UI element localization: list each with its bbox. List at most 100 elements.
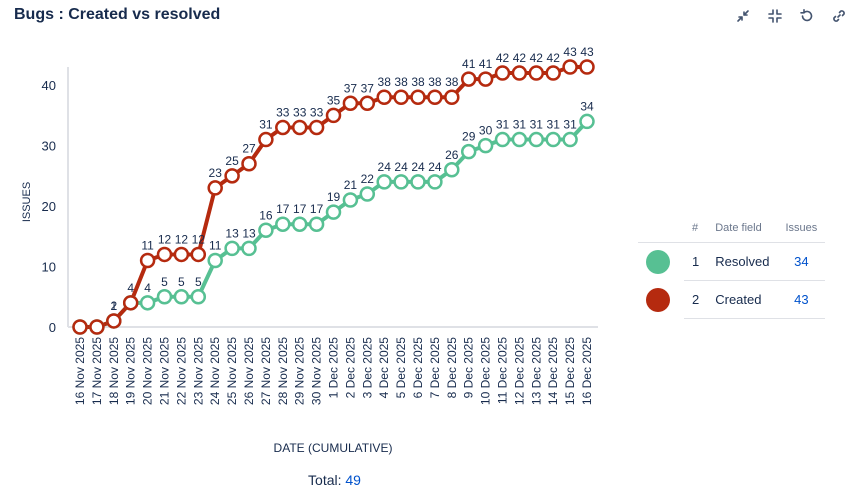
link-button[interactable] (829, 6, 849, 26)
data-label-resolved: 29 (462, 130, 476, 144)
data-point-resolved[interactable] (173, 289, 190, 305)
data-point-created[interactable] (190, 246, 207, 263)
data-point-created[interactable] (156, 246, 173, 263)
data-point-resolved[interactable] (224, 240, 240, 257)
x-tick-label: 3 Dec 2025 (360, 337, 374, 399)
data-point-created[interactable] (291, 119, 308, 136)
data-point-created[interactable] (224, 168, 240, 184)
x-tick-label: 9 Dec 2025 (462, 337, 476, 399)
data-label-created: 38 (394, 75, 408, 89)
data-point-created[interactable] (258, 131, 274, 148)
data-label-created: 12 (192, 232, 206, 246)
y-tick-label: 20 (42, 199, 56, 214)
data-point-created[interactable] (72, 319, 88, 335)
data-point-created[interactable] (477, 71, 494, 87)
data-point-resolved[interactable] (562, 131, 578, 148)
data-point-resolved[interactable] (528, 131, 545, 148)
legend-issues-link[interactable]: 43 (794, 292, 809, 307)
data-point-created[interactable] (562, 59, 578, 75)
data-label-resolved: 31 (530, 118, 544, 132)
data-point-resolved[interactable] (427, 174, 443, 190)
data-point-resolved[interactable] (258, 222, 274, 239)
data-point-created[interactable] (410, 89, 426, 105)
data-point-created[interactable] (460, 71, 477, 87)
series-line-resolved (80, 120, 589, 329)
data-point-created[interactable] (89, 319, 105, 335)
data-point-created[interactable] (173, 246, 190, 263)
data-point-created[interactable] (308, 119, 325, 136)
data-point-created[interactable] (207, 180, 223, 196)
data-label-resolved: 26 (445, 148, 459, 162)
data-point-created[interactable] (528, 65, 545, 81)
data-point-resolved[interactable] (308, 216, 325, 232)
data-label-created: 41 (462, 57, 476, 71)
x-tick-label: 30 Nov 2025 (310, 337, 324, 405)
data-point-resolved[interactable] (410, 174, 426, 190)
x-tick-label: 25 Nov 2025 (225, 337, 239, 405)
data-point-resolved[interactable] (444, 162, 460, 178)
x-tick-label: 26 Nov 2025 (242, 337, 256, 405)
legend-header-issues: Issues (777, 214, 826, 243)
data-point-resolved[interactable] (139, 295, 156, 311)
data-point-created[interactable] (359, 95, 376, 112)
data-point-resolved[interactable] (511, 131, 528, 148)
data-point-resolved[interactable] (579, 113, 595, 130)
data-point-resolved[interactable] (460, 143, 477, 160)
data-point-created[interactable] (494, 65, 511, 81)
x-tick-label: 20 Nov 2025 (141, 337, 155, 405)
data-point-created[interactable] (342, 95, 359, 112)
data-point-created[interactable] (545, 65, 561, 81)
data-label-resolved: 34 (580, 99, 594, 113)
page-title: Bugs : Created vs resolved (14, 6, 221, 23)
data-point-resolved[interactable] (393, 174, 409, 190)
data-point-resolved[interactable] (477, 137, 494, 154)
data-label-resolved: 31 (496, 118, 510, 132)
data-label-created: 37 (361, 81, 375, 95)
legend-row-resolved: 1 Resolved 34 (638, 242, 826, 281)
data-point-resolved[interactable] (275, 216, 291, 232)
x-tick-label: 16 Dec 2025 (580, 337, 594, 405)
x-tick-label: 5 Dec 2025 (394, 337, 408, 399)
data-point-resolved[interactable] (494, 131, 511, 148)
data-label-created: 38 (411, 75, 425, 89)
data-point-resolved[interactable] (325, 204, 342, 220)
data-point-resolved[interactable] (291, 216, 308, 232)
data-point-resolved[interactable] (241, 240, 257, 257)
data-label-resolved: 24 (428, 160, 442, 174)
data-point-created[interactable] (444, 89, 460, 105)
legend-header-field: Date field (707, 214, 778, 243)
shrink-icon (768, 9, 782, 23)
data-point-created[interactable] (325, 107, 342, 124)
refresh-button[interactable] (797, 6, 817, 26)
data-point-created[interactable] (511, 65, 528, 81)
data-point-created[interactable] (106, 313, 122, 329)
data-label-created: 33 (293, 105, 307, 119)
data-point-created[interactable] (275, 119, 291, 136)
data-point-resolved[interactable] (190, 289, 207, 305)
data-point-created[interactable] (241, 155, 257, 172)
data-label-resolved: 17 (276, 202, 290, 216)
data-point-resolved[interactable] (342, 192, 359, 208)
data-point-created[interactable] (376, 89, 392, 105)
data-point-created[interactable] (393, 89, 409, 105)
legend-swatch-resolved[interactable] (646, 249, 670, 274)
collapse-button[interactable] (765, 6, 785, 26)
x-tick-label: 22 Nov 2025 (174, 337, 188, 405)
x-tick-label: 14 Dec 2025 (546, 337, 560, 405)
data-label-resolved: 31 (563, 118, 577, 132)
data-point-created[interactable] (122, 295, 139, 311)
data-point-created[interactable] (427, 89, 443, 105)
minimize-button[interactable] (733, 6, 753, 26)
data-point-resolved[interactable] (545, 131, 561, 148)
legend-issues-link[interactable]: 34 (794, 254, 809, 269)
legend-swatch-created[interactable] (646, 287, 670, 312)
data-point-resolved[interactable] (156, 289, 173, 305)
data-point-created[interactable] (139, 252, 156, 269)
data-label-created: 12 (175, 232, 189, 246)
data-point-resolved[interactable] (207, 252, 223, 269)
data-point-created[interactable] (579, 59, 595, 75)
y-tick-label: 0 (49, 320, 56, 335)
total-value-link[interactable]: 49 (345, 472, 361, 488)
data-point-resolved[interactable] (359, 186, 376, 202)
data-point-resolved[interactable] (376, 174, 392, 190)
